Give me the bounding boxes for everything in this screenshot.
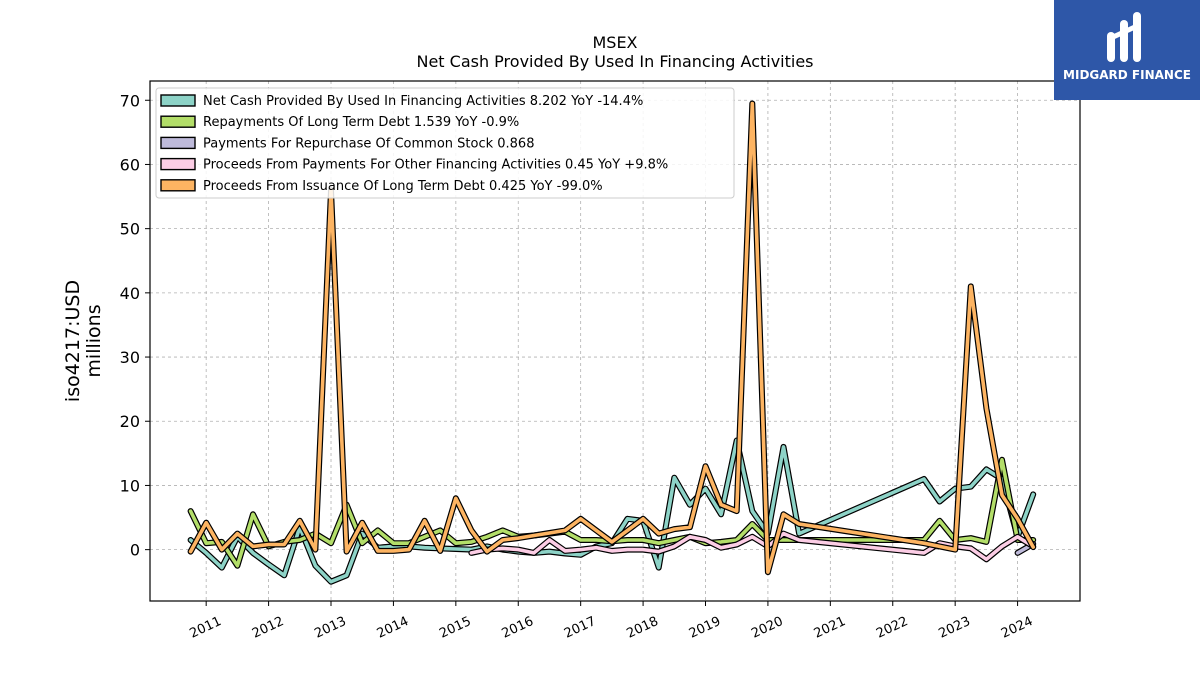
chart-subtitle: Net Cash Provided By Used In Financing A… [416, 52, 813, 71]
y-axis-label: iso4217:USD [62, 280, 84, 402]
legend-box [155, 87, 735, 199]
y-axis-label-units: millions [83, 304, 105, 377]
legend-entry: Net Cash Provided By Used In Financing A… [203, 94, 643, 109]
legend: Net Cash Provided By Used In Financing A… [155, 87, 735, 199]
legend-swatch [160, 136, 196, 150]
y-tick-label: 70 [120, 91, 140, 110]
y-tick-label: 50 [120, 220, 140, 239]
y-tick-label: 20 [120, 412, 140, 431]
legend-swatch [160, 179, 196, 192]
legend-entry: Proceeds From Payments For Other Financi… [203, 158, 668, 173]
legend-swatch [160, 94, 196, 107]
series-group [187, 100, 1037, 585]
y-tick-label: 0 [130, 541, 140, 560]
series-line-5 [188, 101, 1035, 574]
y-tick-label: 10 [120, 476, 140, 495]
logo-mark-icon [1107, 12, 1141, 62]
brand-logo: MIDGARD FINANCE [1054, 0, 1200, 100]
plot-frame [149, 80, 1081, 602]
legend-entry: Proceeds From Issuance Of Long Term Debt… [203, 179, 603, 194]
legend-entry: Payments For Repurchase Of Common Stock … [203, 136, 534, 151]
logo-text: MIDGARD FINANCE [1063, 68, 1191, 82]
legend-entry: Repayments Of Long Term Debt 1.539 YoY -… [203, 115, 519, 130]
legend-swatch [160, 115, 196, 128]
y-tick-label: 60 [120, 155, 140, 174]
chart-title: MSEX [592, 33, 637, 52]
y-axis: 0 10 20 30 40 50 60 70 [120, 91, 150, 560]
y-tick-label: 30 [120, 348, 140, 367]
y-tick-label: 40 [120, 284, 140, 303]
legend-swatch [160, 157, 196, 171]
